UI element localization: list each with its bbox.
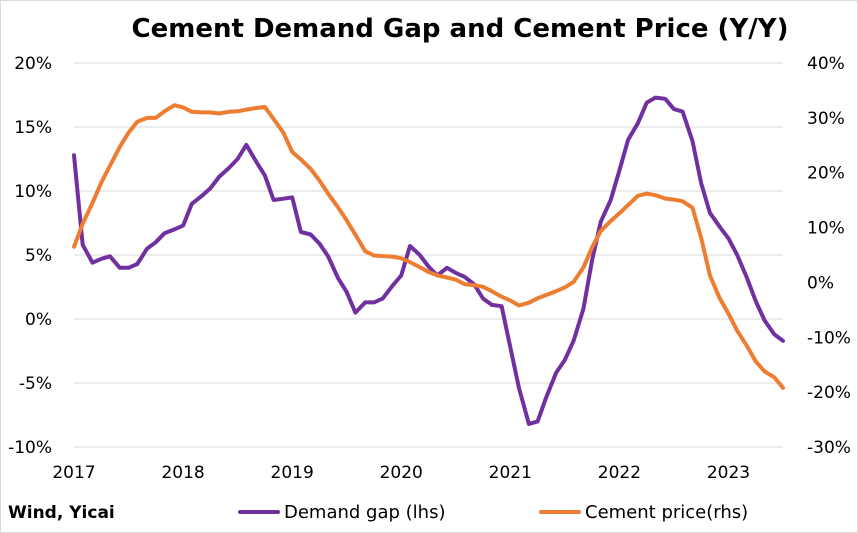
x-tick-label: 2017 (52, 463, 95, 483)
y-right-tick-label: 30% (807, 109, 845, 129)
legend-label: Cement price(rhs) (585, 502, 748, 523)
y-left-tick-label: 5% (25, 246, 52, 266)
y-right-tick-label: 40% (807, 54, 845, 74)
cement-price-line (72, 103, 785, 390)
y-right-tick-label: -20% (807, 383, 851, 403)
x-tick-label: 2022 (598, 463, 641, 483)
y-right-tick-label: 0% (807, 273, 834, 293)
y-right-tick-label: -10% (807, 328, 851, 348)
legend-label: Demand gap (lhs) (284, 502, 446, 523)
chart-title: Cement Demand Gap and Cement Price (Y/Y) (131, 14, 789, 44)
y-right-tick-label: 10% (807, 219, 845, 239)
y-left-tick-label: -5% (19, 374, 52, 394)
source-label: Wind, Yicai (8, 503, 115, 523)
x-tick-label: 2021 (489, 463, 532, 483)
x-tick-label: 2023 (707, 463, 750, 483)
y-left-tick-label: 20% (14, 54, 52, 74)
y-right-tick-label: -30% (807, 438, 851, 458)
y-left-tick-label: 15% (14, 118, 52, 138)
x-tick-label: 2020 (380, 463, 423, 483)
demand-gap-line (72, 95, 785, 426)
x-tick-label: 2019 (271, 463, 314, 483)
y-right-tick-label: 20% (807, 164, 845, 184)
y-left-tick-label: -10% (8, 438, 52, 458)
y-left-tick-label: 0% (25, 310, 52, 330)
x-tick-label: 2018 (161, 463, 204, 483)
y-left-tick-label: 10% (14, 182, 52, 202)
